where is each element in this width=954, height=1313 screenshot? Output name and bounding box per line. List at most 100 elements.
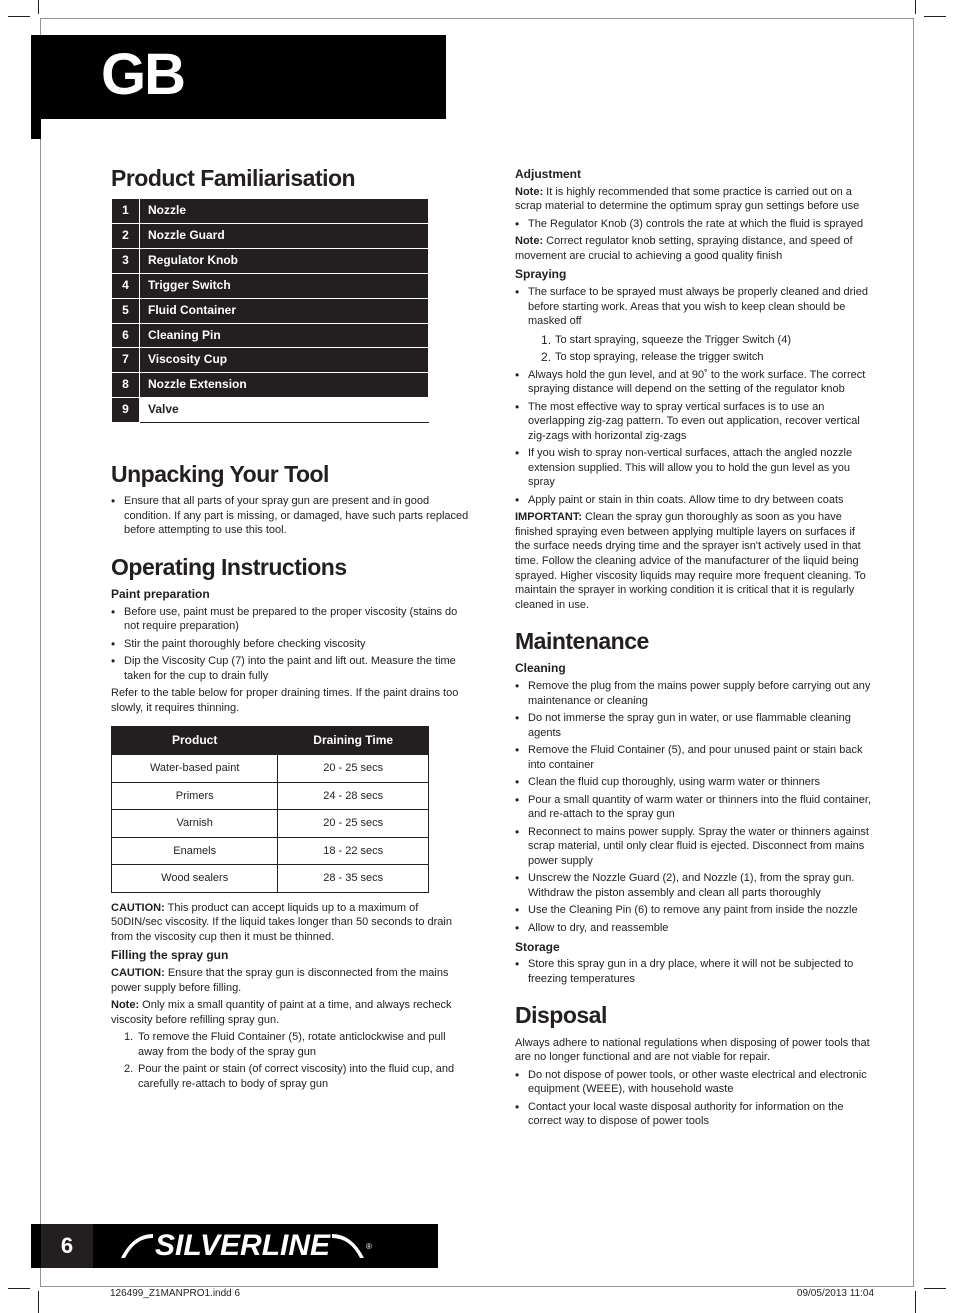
brand-logo: SILVERLINE ® (119, 1226, 372, 1266)
list-item: Allow to dry, and reassemble (515, 921, 873, 936)
list-item: Do not dispose of power tools, or other … (515, 1068, 873, 1097)
part-name: Regulator Knob (140, 249, 429, 274)
part-num: 8 (112, 373, 140, 398)
brand-text: SILVERLINE (155, 1229, 330, 1263)
part-name: Fluid Container (140, 298, 429, 323)
part-num: 5 (112, 298, 140, 323)
crop-mark (924, 16, 946, 17)
header-tab (31, 35, 41, 139)
list-item: Reconnect to mains power supply. Spray t… (515, 825, 873, 869)
filling-caution: CAUTION: Ensure that the spray gun is di… (111, 966, 469, 995)
caution-label: CAUTION: (111, 902, 165, 914)
part-name: Nozzle Extension (140, 373, 429, 398)
drain-cell: 18 - 22 secs (278, 837, 429, 865)
section-title-operating: Operating Instructions (111, 552, 469, 582)
disposal-list: Do not dispose of power tools, or other … (515, 1068, 873, 1129)
section-title-maintenance: Maintenance (515, 626, 873, 656)
note-label: Note: (515, 186, 543, 198)
part-name: Nozzle (140, 199, 429, 224)
drain-cell: 28 - 35 secs (278, 865, 429, 893)
footer-page-box: 6 (41, 1224, 93, 1268)
part-num: 1 (112, 199, 140, 224)
list-item: Unscrew the Nozzle Guard (2), and Nozzle… (515, 871, 873, 900)
indd-filename: 126499_Z1MANPRO1.indd 6 (110, 1288, 240, 1299)
adjustment-list: The Regulator Knob (3) controls the rate… (515, 217, 873, 232)
list-item: Contact your local waste disposal author… (515, 1100, 873, 1129)
note-text: Correct regulator knob setting, spraying… (515, 235, 853, 262)
section-title-familiarisation: Product Familiarisation (111, 163, 469, 193)
part-num: 9 (112, 397, 140, 422)
list-item: Dip the Viscosity Cup (7) into the paint… (111, 654, 469, 683)
list-item: Remove the plug from the mains power sup… (515, 679, 873, 708)
crop-mark (915, 0, 916, 14)
list-item: Pour a small quantity of warm water or t… (515, 793, 873, 822)
section-title-disposal: Disposal (515, 1000, 873, 1030)
unpacking-list: Ensure that all parts of your spray gun … (111, 494, 469, 538)
spraying-steps: To start spraying, squeeze the Trigger S… (541, 333, 873, 365)
right-column: Adjustment Note: It is highly recommende… (515, 149, 873, 1132)
part-num: 7 (112, 348, 140, 373)
list-item: If you wish to spray non-vertical surfac… (515, 446, 873, 490)
sub-filling: Filling the spray gun (111, 948, 469, 964)
list-item: To remove the Fluid Container (5), rotat… (124, 1030, 469, 1059)
important-label: IMPORTANT: (515, 511, 582, 523)
swoosh-left-icon (119, 1228, 155, 1264)
drain-cell: Wood sealers (112, 865, 278, 893)
disposal-para: Always adhere to national regulations wh… (515, 1036, 873, 1065)
drain-cell: Varnish (112, 810, 278, 838)
note-text: Only mix a small quantity of paint at a … (111, 999, 452, 1026)
crop-mark (915, 1291, 916, 1313)
print-meta: 126499_Z1MANPRO1.indd 6 09/05/2013 11:04 (110, 1288, 874, 1299)
parts-table: 1Nozzle 2Nozzle Guard 3Regulator Knob 4T… (111, 198, 429, 422)
storage-list: Store this spray gun in a dry place, whe… (515, 957, 873, 986)
note-text: It is highly recommended that some pract… (515, 186, 859, 213)
sub-cleaning: Cleaning (515, 661, 873, 677)
filling-note: Note: Only mix a small quantity of paint… (111, 998, 469, 1027)
part-name: Cleaning Pin (140, 323, 429, 348)
print-datetime: 09/05/2013 11:04 (797, 1288, 874, 1299)
list-item: The surface to be sprayed must always be… (515, 285, 873, 365)
part-num: 2 (112, 224, 140, 249)
part-name: Viscosity Cup (140, 348, 429, 373)
list-item: The most effective way to spray vertical… (515, 400, 873, 444)
list-item: To stop spraying, release the trigger sw… (541, 350, 873, 365)
sub-storage: Storage (515, 940, 873, 956)
draining-table: Product Draining Time Water-based paint2… (111, 726, 429, 893)
part-name: Nozzle Guard (140, 224, 429, 249)
language-code: GB (101, 41, 184, 108)
drain-cell: Primers (112, 782, 278, 810)
page-frame: GB Product Familiarisation 1Nozzle 2Nozz… (40, 18, 914, 1287)
list-item: Use the Cleaning Pin (6) to remove any p… (515, 903, 873, 918)
crop-mark (38, 0, 39, 14)
list-item: Clean the fluid cup thoroughly, using wa… (515, 775, 873, 790)
list-item: Stir the paint thoroughly before checkin… (111, 637, 469, 652)
drain-cell: Water-based paint (112, 755, 278, 783)
drain-cell: Enamels (112, 837, 278, 865)
adjustment-note2: Note: Correct regulator knob setting, sp… (515, 234, 873, 263)
spraying-important: IMPORTANT: Clean the spray gun thoroughl… (515, 510, 873, 612)
drain-header: Draining Time (278, 726, 429, 755)
part-name: Trigger Switch (140, 273, 429, 298)
cleaning-list: Remove the plug from the mains power sup… (515, 679, 873, 935)
registered-mark: ® (366, 1242, 372, 1251)
list-item: Apply paint or stain in thin coats. Allo… (515, 493, 873, 508)
adjustment-note: Note: It is highly recommended that some… (515, 185, 873, 214)
crop-mark (38, 1291, 39, 1313)
spraying-list: The surface to be sprayed must always be… (515, 285, 873, 507)
note-label: Note: (515, 235, 543, 247)
list-item: Do not immerse the spray gun in water, o… (515, 711, 873, 740)
list-item: To start spraying, squeeze the Trigger S… (541, 333, 873, 348)
drain-cell: 24 - 28 secs (278, 782, 429, 810)
list-item: Before use, paint must be prepared to th… (111, 605, 469, 634)
part-name: Valve (140, 397, 429, 422)
caution-label: CAUTION: (111, 967, 165, 979)
sub-spraying: Spraying (515, 267, 873, 283)
note-label: Note: (111, 999, 139, 1011)
drain-cell: 20 - 25 secs (278, 810, 429, 838)
list-item: Remove the Fluid Container (5), and pour… (515, 743, 873, 772)
section-title-unpacking: Unpacking Your Tool (111, 459, 469, 489)
list-item: Always hold the gun level, and at 90˚ to… (515, 368, 873, 397)
important-text: Clean the spray gun thoroughly as soon a… (515, 511, 866, 610)
sub-paint-prep: Paint preparation (111, 587, 469, 603)
filling-steps: To remove the Fluid Container (5), rotat… (124, 1030, 469, 1091)
